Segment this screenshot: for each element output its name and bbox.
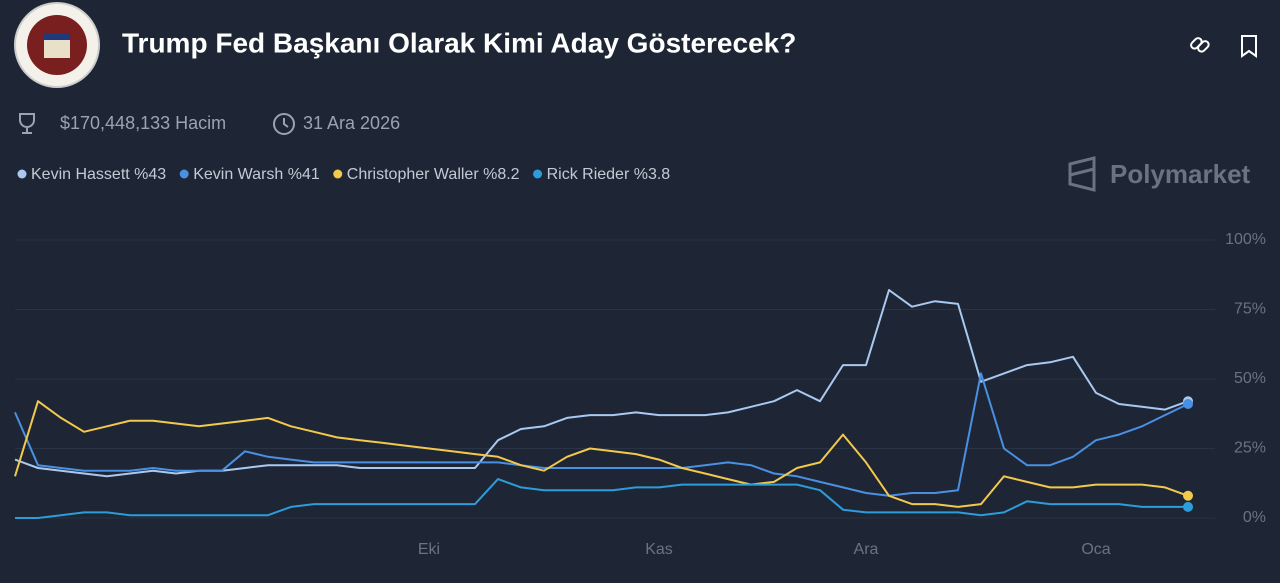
y-tick-label: 0% [1243,509,1266,526]
legend-marker [17,169,27,179]
legend-marker [533,169,543,179]
volume: $170,448,133 Hacim [60,113,226,133]
clock-icon [273,113,295,135]
series-line [14,372,1189,497]
legend-marker [333,169,343,179]
y-tick-label: 100% [1225,231,1266,248]
end-point [1183,399,1193,410]
y-tick-label: 25% [1234,440,1266,457]
brand-logo [1068,156,1096,192]
y-tick-label: 50% [1234,370,1266,387]
link-button[interactable] [1190,37,1210,53]
x-tick-label: Kas [645,541,673,558]
legend-label: Kevin Hassett %43 [31,166,166,183]
bookmark-button[interactable] [1241,35,1257,58]
market-icon [14,2,100,88]
x-tick-label: Eki [418,541,440,558]
series-line [14,400,1189,508]
legend-label: Christopher Waller %8.2 [347,166,520,183]
legend-marker [179,169,189,179]
end-point [1183,490,1193,501]
series-line [15,478,1188,519]
x-tick-label: Ara [854,541,879,558]
end-point [1183,501,1193,512]
legend-label: Kevin Warsh %41 [193,166,320,183]
trophy-icon [19,113,35,134]
end-date: 31 Ara 2026 [303,113,400,133]
x-tick-label: Oca [1081,541,1110,558]
brand: Polymarket [1110,159,1251,189]
y-tick-label: 75% [1234,301,1266,318]
chart-title: Trump Fed Başkanı Olarak Kimi Aday Göste… [122,27,796,58]
legend-label: Rick Rieder %3.8 [547,166,671,183]
